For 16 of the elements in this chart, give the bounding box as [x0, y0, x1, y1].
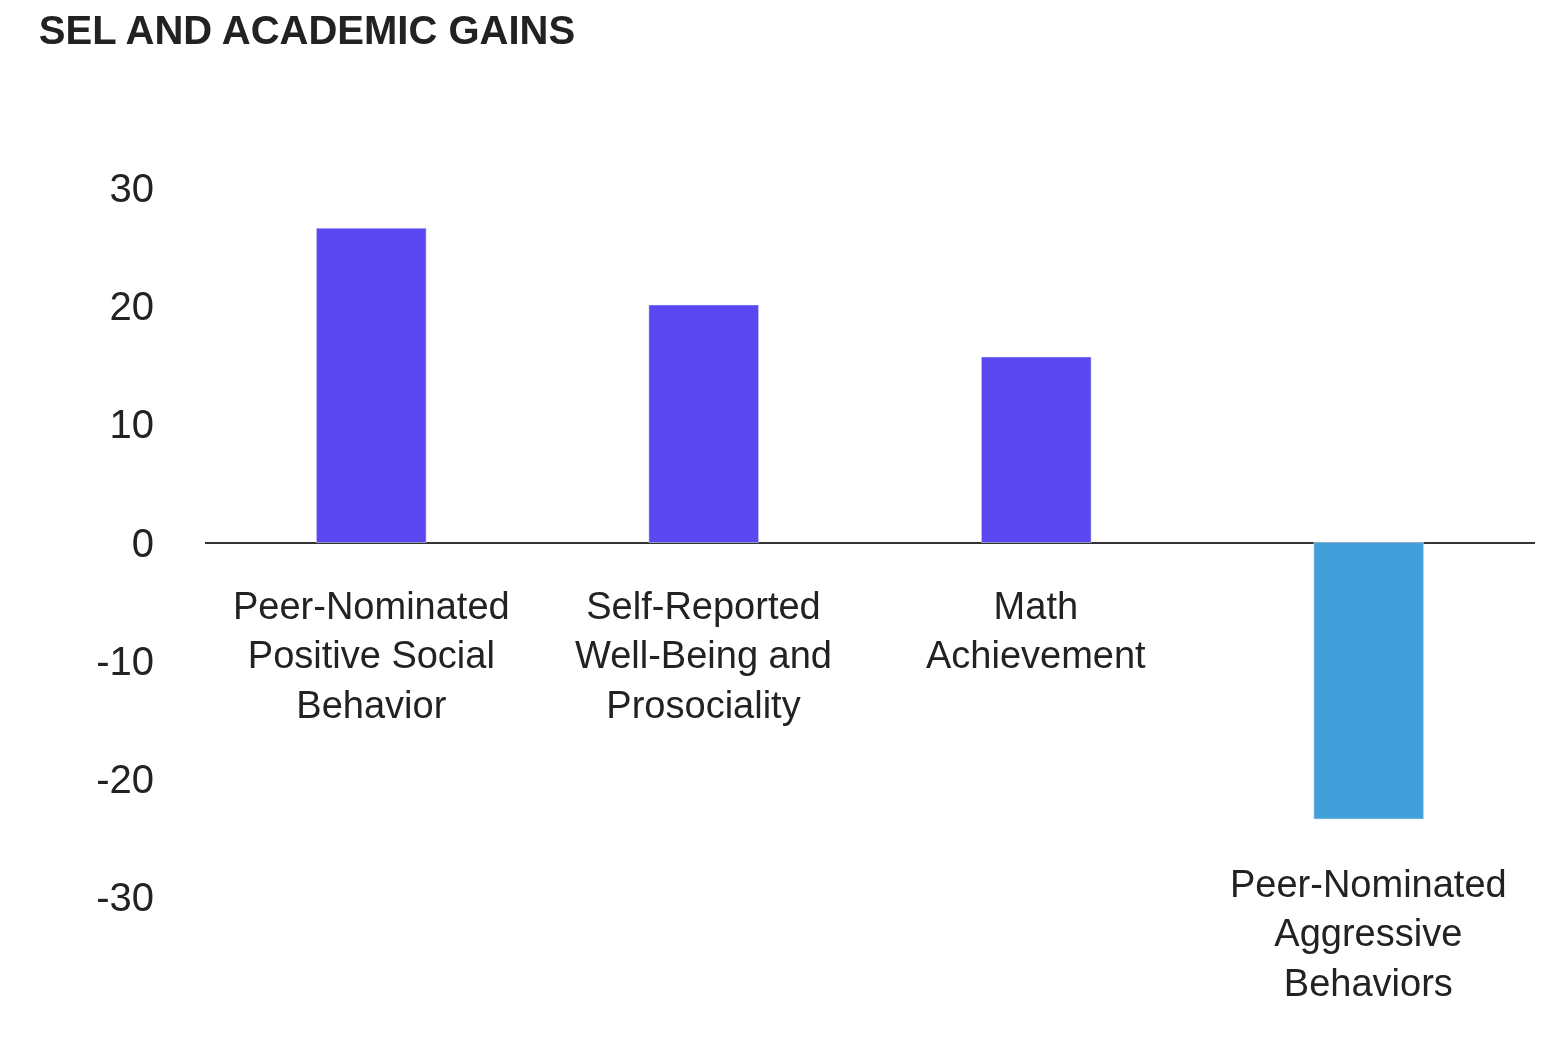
- x-tick-label: Math Achievement: [926, 585, 1147, 677]
- y-tick-label: -30: [96, 875, 154, 919]
- chart-title: SEL AND ACADEMIC GAINS: [38, 7, 576, 52]
- y-tick-label: 10: [109, 402, 154, 447]
- bar: [316, 227, 427, 543]
- y-tick-label: 0: [131, 520, 154, 565]
- x-tick-label: Self-Reported Well-Being and Prosociality: [575, 585, 833, 726]
- x-tick-label: Peer-Nominated Positive Social Behavior: [233, 585, 510, 726]
- y-tick-label: 20: [109, 284, 154, 329]
- y-tick-label: -20: [96, 756, 154, 801]
- y-tick-label: -10: [96, 638, 154, 683]
- bar: [1313, 542, 1424, 820]
- x-tick-label: Peer-Nominated Aggressive Behaviors: [1230, 863, 1507, 1004]
- bar: [648, 304, 759, 543]
- bar: [981, 356, 1092, 543]
- y-tick-label: 30: [109, 166, 154, 210]
